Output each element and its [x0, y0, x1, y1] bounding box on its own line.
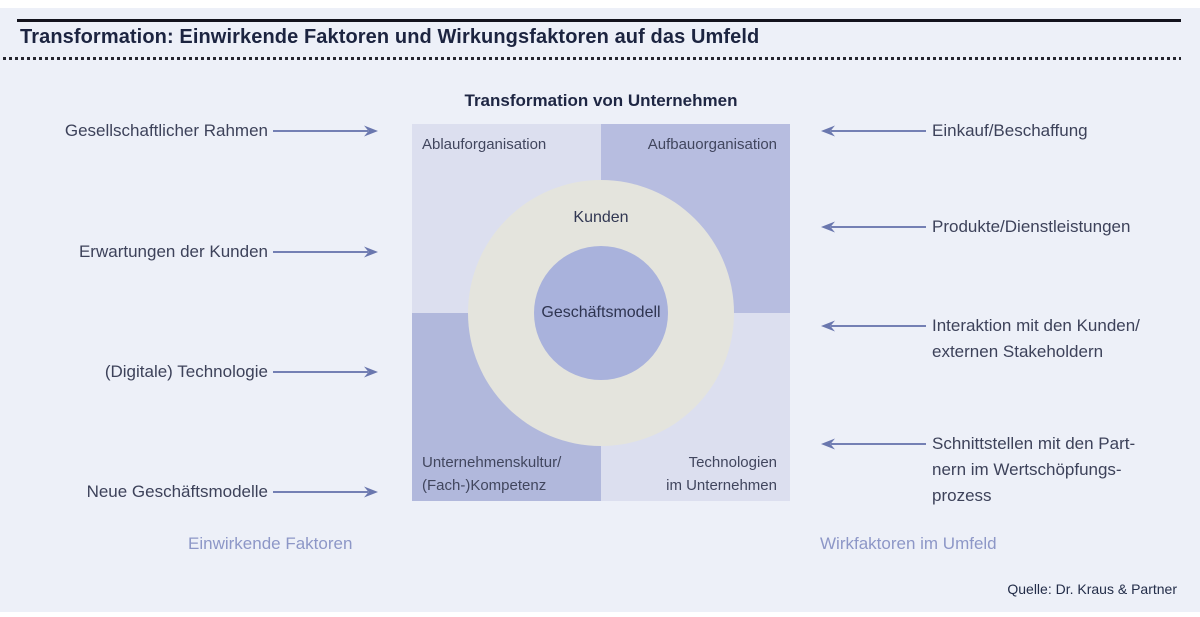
arrow-right-icon — [273, 246, 378, 258]
arrow-right-icon — [273, 125, 378, 137]
caption-einwirkende-faktoren: Einwirkende Faktoren — [188, 534, 353, 553]
arrow-left-icon — [821, 221, 926, 233]
quadrant-label: Ablauforganisation — [422, 136, 547, 153]
quadrant-label-line: Unternehmenskultur/ — [422, 454, 562, 471]
quadrant-label-line: im Unternehmen — [666, 477, 777, 494]
top-rule — [17, 19, 1181, 22]
right-factor-line: nern im Wertschöpfungs- — [932, 460, 1122, 479]
quadrant-label-line: Technologien — [688, 454, 777, 471]
right-factor-line: Schnittstellen mit den Part- — [932, 434, 1136, 453]
ring-label-kunden: Kunden — [573, 209, 629, 226]
dotted-divider — [3, 57, 1181, 60]
arrow-left-icon — [821, 125, 926, 137]
page-title: Transformation: Einwirkende Faktoren und… — [20, 26, 760, 48]
left-factor-label: Neue Geschäftsmodelle — [86, 482, 268, 501]
center-label: Geschäftsmodell — [541, 304, 661, 321]
quadrant-label: Aufbauorganisation — [647, 136, 777, 153]
right-factor-line: Interaktion mit den Kunden/ — [932, 316, 1140, 335]
left-factor-label: Gesellschaftlicher Rahmen — [64, 121, 268, 140]
arrow-left-icon — [821, 438, 926, 450]
right-factor-label: Produkte/Dienstleistungen — [932, 217, 1131, 236]
right-factor-line: externen Stakeholdern — [932, 342, 1104, 361]
right-factor-label: Einkauf/Beschaffung — [932, 121, 1088, 140]
center-circle-geschaeftsmodell: Geschäftsmodell — [534, 246, 668, 380]
quadrant-label-line: (Fach-)Kompetenz — [422, 477, 547, 494]
right-factor-line: prozess — [932, 486, 992, 505]
arrow-right-icon — [273, 366, 378, 378]
left-factor-label: Erwartungen der Kunden — [78, 242, 268, 261]
right-factor-label: Schnittstellen mit den Part- nern im Wer… — [932, 431, 1188, 509]
caption-wirkfaktoren: Wirkfaktoren im Umfeld — [820, 534, 997, 553]
source-credit: Quelle: Dr. Kraus & Partner — [1007, 581, 1177, 597]
arrow-left-icon — [821, 320, 926, 332]
right-factor-label: Interaktion mit den Kunden/ externen Sta… — [932, 313, 1188, 365]
diagram-title: Transformation von Unternehmen — [464, 91, 738, 110]
arrow-right-icon — [273, 486, 378, 498]
left-factor-label: (Digitale) Technologie — [104, 362, 268, 381]
donut-kunden-ring: Kunden Geschäftsmodell — [468, 180, 734, 446]
